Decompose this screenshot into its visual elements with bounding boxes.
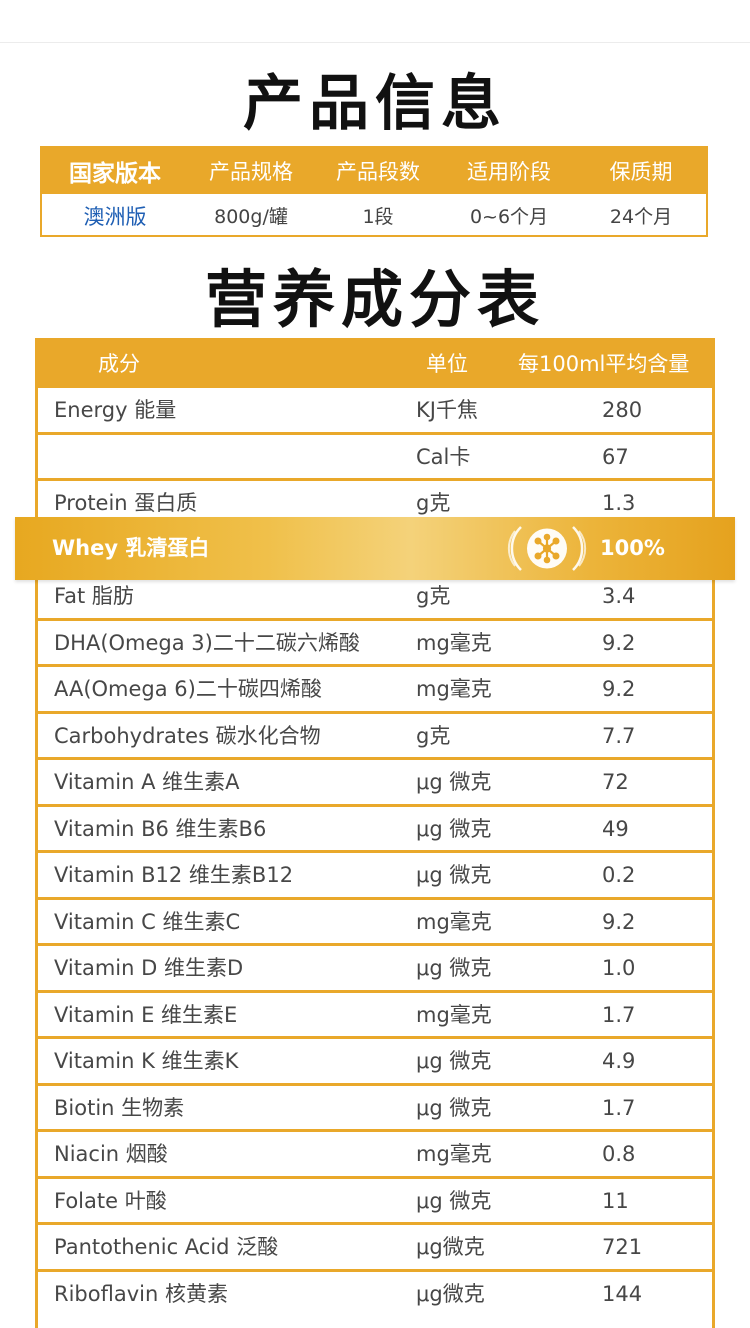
row-unit: μg 微克 — [416, 816, 492, 841]
row-unit: μg 微克 — [416, 956, 492, 980]
row-value: 1.0 — [602, 956, 636, 980]
row-unit: g克 — [416, 723, 451, 748]
row-value: 280 — [602, 398, 643, 422]
row-unit: mg毫克 — [416, 1142, 492, 1166]
table-row: DHA(Omega 3)二十二碳六烯酸 mg毫克 9.2 — [38, 621, 712, 667]
value-stage: 1段 — [362, 206, 394, 228]
row-value: 9.2 — [602, 909, 636, 934]
product-info-header-row: 国家版本 产品规格 产品段数 适用阶段 保质期 — [42, 148, 706, 194]
row-name: Niacin 烟酸 — [54, 1142, 168, 1166]
row-value: 49 — [602, 816, 629, 841]
row-name: Vitamin B6 维生素B6 — [54, 816, 267, 841]
row-name: Vitamin C 维生素C — [54, 909, 241, 934]
row-unit: μg 微克 — [416, 1095, 492, 1120]
nutrition-title: 营养成分表 — [204, 263, 545, 336]
table-row: Energy 能量 KJ千焦 280 — [38, 388, 712, 435]
row-name: Riboflavin 核黄素 — [54, 1281, 228, 1306]
table-row: Niacin 烟酸 mg毫克 0.8 — [38, 1132, 712, 1179]
row-name: Vitamin E 维生素E — [54, 1002, 238, 1027]
header-spec: 产品规格 — [209, 160, 293, 184]
value-version: 澳洲版 — [83, 204, 147, 229]
row-value: 67 — [602, 444, 629, 469]
row-name: Protein 蛋白质 — [54, 491, 198, 515]
row-unit: μg微克 — [416, 1281, 485, 1306]
table-row: Carbohydrates 碳水化合物 g克 7.7 — [38, 714, 712, 760]
row-unit: mg毫克 — [416, 677, 492, 701]
header-age: 适用阶段 — [467, 160, 551, 184]
row-name: Vitamin B12 维生素B12 — [54, 863, 294, 887]
table-row: Vitamin E 维生素E mg毫克 1.7 — [38, 993, 712, 1039]
row-unit: Cal卡 — [416, 444, 471, 469]
row-unit: μg 微克 — [416, 1188, 492, 1213]
row-value: 9.2 — [602, 630, 636, 655]
row-unit: μg 微克 — [416, 1049, 492, 1073]
row-name: AA(Omega 6)二十碳四烯酸 — [54, 677, 322, 701]
row-unit: g克 — [416, 491, 451, 515]
row-unit: mg毫克 — [416, 909, 492, 934]
row-name: Energy 能量 — [54, 398, 177, 422]
row-value: 721 — [602, 1235, 643, 1259]
row-unit: μg 微克 — [416, 863, 492, 887]
row-unit: mg毫克 — [416, 1002, 492, 1027]
product-info-table: 国家版本 产品规格 产品段数 适用阶段 保质期 澳洲版 800g/罐 1段 0~… — [40, 146, 708, 237]
row-value: 1.7 — [602, 1002, 636, 1027]
row-value: 9.2 — [602, 677, 636, 701]
table-row: Vitamin A 维生素A μg 微克 72 — [38, 760, 712, 807]
table-row: Vitamin D 维生素D μg 微克 1.0 — [38, 946, 712, 993]
header-unit: 单位 — [426, 352, 468, 376]
value-age: 0~6个月 — [469, 206, 549, 228]
row-value: 144 — [602, 1281, 643, 1306]
row-value: 3.4 — [602, 584, 636, 608]
row-value: 7.7 — [602, 723, 636, 748]
molecule-icon — [507, 526, 587, 571]
top-divider — [0, 42, 750, 43]
row-unit: μg微克 — [416, 1235, 485, 1259]
row-name: Biotin 生物素 — [54, 1095, 185, 1120]
table-row: Vitamin B12 维生素B12 μg 微克 0.2 — [38, 853, 712, 900]
row-value: 0.8 — [602, 1142, 636, 1166]
row-unit: g克 — [416, 584, 451, 608]
table-row: Folate 叶酸 μg 微克 11 — [38, 1179, 712, 1225]
row-name: Vitamin D 维生素D — [54, 956, 244, 980]
value-shelf-life: 24个月 — [609, 206, 673, 228]
table-row: Riboflavin 核黄素 μg微克 144 — [38, 1272, 712, 1319]
row-value: 72 — [602, 770, 629, 794]
table-row: Vitamin K 维生素K μg 微克 4.9 — [38, 1039, 712, 1086]
table-row: Vitamin C 维生素C mg毫克 9.2 — [38, 900, 712, 946]
whey-name: Whey 乳清蛋白 — [52, 536, 210, 560]
nutrition-header-row: 成分 单位 每100ml平均含量 — [38, 338, 712, 388]
table-row: AA(Omega 6)二十碳四烯酸 mg毫克 9.2 — [38, 667, 712, 714]
value-spec: 800g/罐 — [214, 206, 288, 228]
table-row: Vitamin B6 维生素B6 μg 微克 49 — [38, 807, 712, 853]
row-name: Fat 脂肪 — [54, 584, 134, 608]
row-name: Folate 叶酸 — [54, 1188, 167, 1213]
table-row: Cal卡 67 — [38, 435, 712, 481]
header-shelf-life: 保质期 — [609, 160, 673, 184]
row-unit: mg毫克 — [416, 630, 492, 655]
row-value: 11 — [602, 1188, 629, 1213]
row-name: Vitamin K 维生素K — [54, 1049, 239, 1073]
row-value: 1.7 — [602, 1095, 636, 1120]
row-value: 4.9 — [602, 1049, 636, 1073]
row-name: DHA(Omega 3)二十二碳六烯酸 — [54, 630, 360, 655]
whey-value: 100% — [600, 536, 665, 560]
row-value: 0.2 — [602, 863, 636, 887]
row-unit: μg 微克 — [416, 770, 492, 794]
row-name: Pantothenic Acid 泛酸 — [54, 1235, 279, 1259]
row-unit: KJ千焦 — [416, 398, 478, 422]
row-name: Carbohydrates 碳水化合物 — [54, 723, 321, 748]
nutrition-table: 成分 单位 每100ml平均含量 Energy 能量 KJ千焦 280 Cal卡… — [35, 338, 715, 1328]
table-row: Fat 脂肪 g克 3.4 — [38, 574, 712, 621]
row-value: 1.3 — [602, 491, 636, 515]
header-ingredient: 成分 — [98, 352, 140, 376]
product-info-title: 产品信息 — [243, 69, 507, 139]
header-version: 国家版本 — [69, 161, 161, 187]
product-info-value-row: 澳洲版 800g/罐 1段 0~6个月 24个月 — [42, 194, 706, 237]
header-amount: 每100ml平均含量 — [518, 352, 690, 376]
row-name: Vitamin A 维生素A — [54, 770, 240, 794]
whey-highlight-row: Whey 乳清蛋白 100% — [15, 517, 735, 580]
table-row: Pantothenic Acid 泛酸 μg微克 721 — [38, 1225, 712, 1272]
header-stage: 产品段数 — [336, 160, 420, 184]
table-row: Biotin 生物素 μg 微克 1.7 — [38, 1086, 712, 1132]
